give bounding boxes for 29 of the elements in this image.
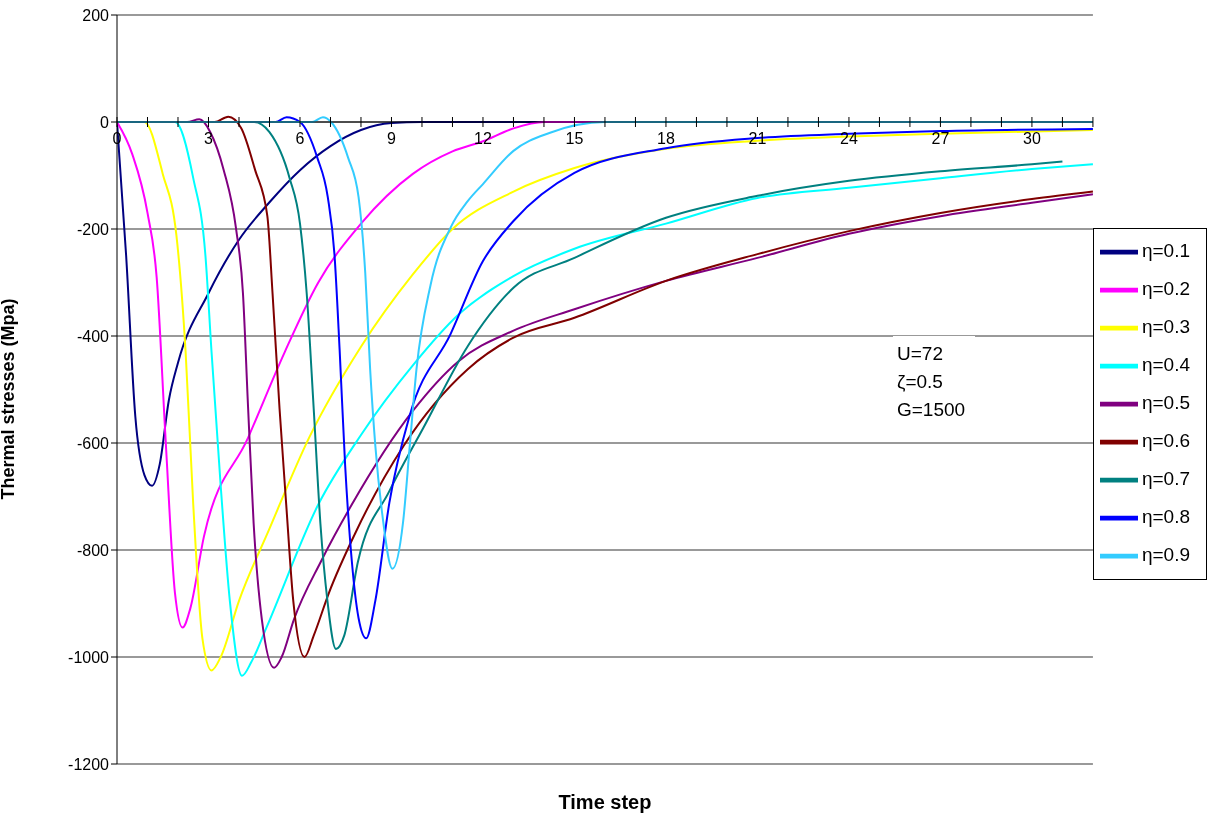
legend-label: η=0.4 — [1141, 354, 1190, 376]
x-tick-label: 3 — [204, 130, 214, 147]
y-tick-label: -800 — [76, 541, 110, 559]
legend-label: η=0.5 — [1141, 392, 1190, 414]
annotation: U=72 — [897, 342, 944, 366]
x-tick-label: 9 — [387, 130, 397, 147]
y-axis-title: Thermal stresses (Mpa) — [0, 298, 19, 500]
legend-label: η=0.7 — [1141, 468, 1190, 490]
x-tick-label: 27 — [931, 130, 950, 147]
y-tick-label: -1200 — [68, 755, 110, 773]
y-tick-label: -400 — [76, 327, 110, 345]
legend-label: η=0.3 — [1141, 316, 1190, 338]
x-tick-label: 30 — [1023, 130, 1041, 147]
x-axis-title: Time step — [558, 791, 652, 813]
x-tick-label: 6 — [295, 130, 305, 147]
legend-label: η=0.8 — [1141, 506, 1190, 528]
legend-label: η=0.9 — [1141, 544, 1190, 566]
annotation: ζ=0.5 — [897, 370, 944, 394]
x-tick-label: 18 — [657, 130, 675, 147]
x-tick-label: 15 — [565, 130, 584, 147]
legend-label: η=0.6 — [1141, 430, 1190, 452]
legend-label: η=0.2 — [1141, 278, 1190, 300]
y-tick-label: -1000 — [68, 648, 110, 666]
y-tick-label: -600 — [76, 434, 110, 452]
annotation: G=1500 — [897, 398, 966, 422]
y-tick-label: -200 — [76, 220, 110, 238]
legend-label: η=0.1 — [1141, 240, 1190, 262]
y-tick-label: 0 — [100, 113, 110, 131]
y-tick-label: 200 — [82, 6, 110, 24]
